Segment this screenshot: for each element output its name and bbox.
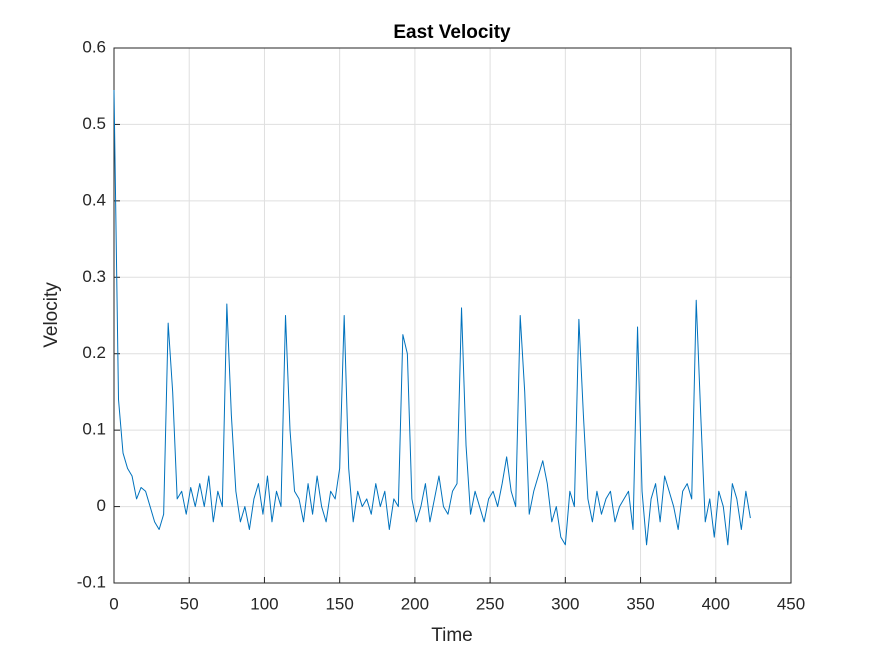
x-tick-label: 150 [325,594,353,613]
axes-box [113,47,792,584]
y-tick-label: 0 [97,496,106,515]
y-axis-label: Velocity [41,282,62,348]
chart-title: East Velocity [393,22,511,43]
x-tick-label: 100 [250,594,278,613]
x-tick-label: 50 [180,594,199,613]
y-tick-label: 0.4 [82,190,106,209]
x-tick-label: 350 [626,594,654,613]
x-tick-label: 400 [702,594,730,613]
y-tick-label: 0.3 [82,267,106,286]
y-tick-label: 0.5 [82,114,106,133]
y-tick-label: 0.6 [82,37,106,56]
x-axis-label: Time [431,625,473,646]
data-line [113,90,751,546]
x-tick-label: 250 [476,594,504,613]
y-tick-label: -0.1 [77,572,106,591]
y-tick-label: 0.2 [82,343,106,362]
x-tick-label: 200 [401,594,429,613]
y-tick-label: 0.1 [82,420,106,439]
x-tick-label: 450 [777,594,805,613]
x-tick-label: 300 [551,594,579,613]
x-tick-label: 0 [109,594,118,613]
